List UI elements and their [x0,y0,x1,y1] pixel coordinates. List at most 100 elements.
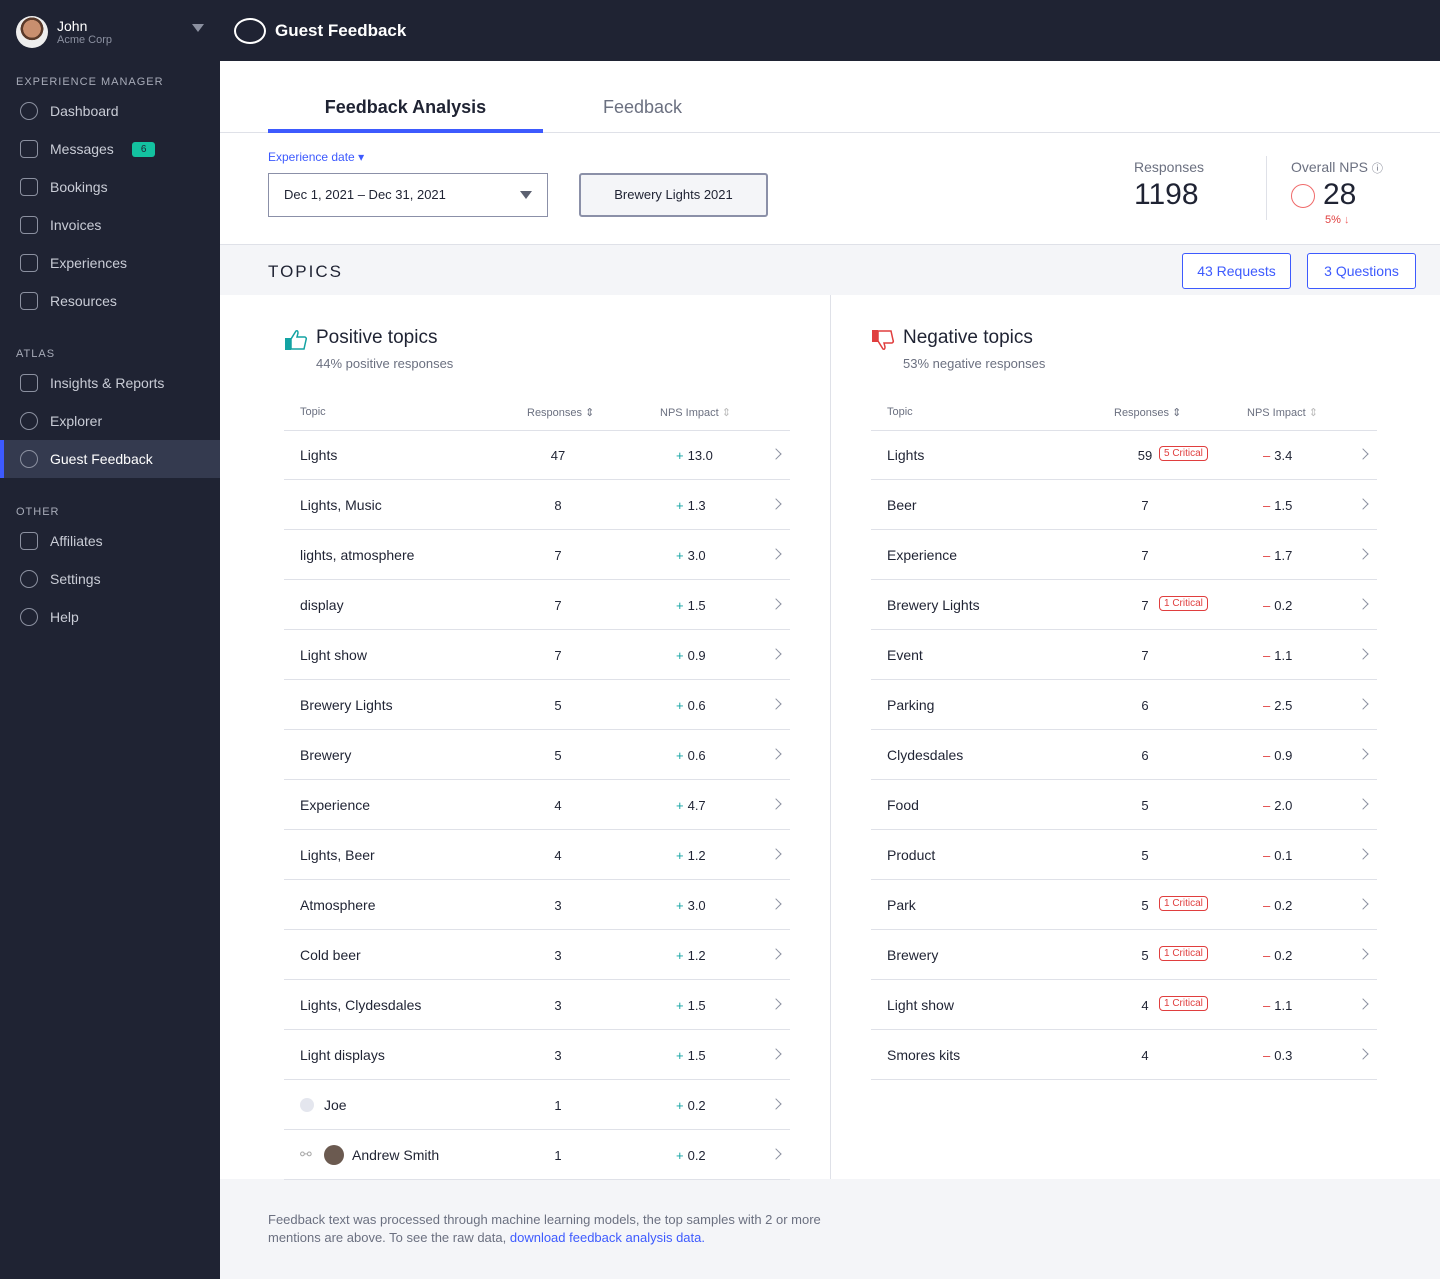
table-row[interactable]: Lights 59 5 Critical –3.4 [871,430,1377,480]
topic-name: Experience [887,547,958,563]
chevron-right-icon[interactable] [770,948,782,960]
chevron-right-icon[interactable] [770,448,782,460]
chevron-right-icon[interactable] [770,498,782,510]
tab-feedback-analysis[interactable]: Feedback Analysis [324,97,487,117]
chevron-right-icon[interactable] [770,848,782,860]
chevron-right-icon[interactable] [1357,798,1369,810]
chevron-right-icon[interactable] [770,998,782,1010]
table-row[interactable]: Joe 1 +0.2 [284,1080,790,1130]
chevron-right-icon[interactable] [770,748,782,760]
sidebar-item-guest-feedback[interactable]: Guest Feedback [0,440,220,478]
minus-icon: – [1263,648,1271,663]
chevron-right-icon[interactable] [770,548,782,560]
table-row[interactable]: Brewery Lights 5 +0.6 [284,680,790,730]
nps-impact: +3.0 [676,898,706,913]
column-nps-impact[interactable]: NPS Impact ⇕ [1247,407,1318,419]
topic-name: Atmosphere [300,897,376,913]
column-responses[interactable]: Responses ⇕ [1114,407,1182,419]
response-count: 5 [554,748,562,763]
questions-button[interactable]: 3 Questions [1307,253,1416,289]
table-row[interactable]: Brewery 5 1 Critical –0.2 [871,930,1377,980]
table-row[interactable]: Lights, Clydesdales 3 +1.5 [284,980,790,1030]
chevron-right-icon[interactable] [1357,448,1369,460]
table-row[interactable]: lights, atmosphere 7 +3.0 [284,530,790,580]
table-row[interactable]: display 7 +1.5 [284,580,790,630]
requests-button[interactable]: 43 Requests [1182,253,1291,289]
chevron-right-icon[interactable] [1357,898,1369,910]
minus-icon: – [1263,448,1271,463]
sidebar-item-experiences[interactable]: Experiences [0,244,220,282]
chevron-right-icon[interactable] [770,1148,782,1160]
chevron-down-icon[interactable] [192,24,204,32]
help-icon[interactable]: ⓘ [1371,163,1383,175]
chevron-right-icon[interactable] [1357,648,1369,660]
table-row[interactable]: Event 7 –1.1 [871,630,1377,680]
tab-feedback[interactable]: Feedback [602,97,683,117]
sidebar-item-insights-reports[interactable]: Insights & Reports [0,364,220,402]
table-row[interactable]: Atmosphere 3 +3.0 [284,880,790,930]
table-row[interactable]: Beer 7 –1.5 [871,480,1377,530]
table-row[interactable]: Lights, Music 8 +1.3 [284,480,790,530]
critical-badge: 1 Critical [1159,896,1208,911]
table-row[interactable]: Clydesdales 6 –0.9 [871,730,1377,780]
table-row[interactable]: Cold beer 3 +1.2 [284,930,790,980]
sidebar-item-messages[interactable]: Messages 6 [0,130,220,168]
experience-date-filter[interactable]: Experience date ▾ [268,150,364,164]
table-row[interactable]: Experience 7 –1.7 [871,530,1377,580]
sidebar-item-dashboard[interactable]: Dashboard [0,92,220,130]
sidebar-item-help[interactable]: Help [0,598,220,636]
table-row[interactable]: Brewery Lights 7 1 Critical –0.2 [871,580,1377,630]
chevron-right-icon[interactable] [770,898,782,910]
main: Feedback Analysis Feedback Experience da… [220,61,1440,1180]
column-responses[interactable]: Responses ⇕ [527,407,595,419]
topics-bar: TOPICS 43 Requests 3 Questions [220,244,1440,295]
chevron-right-icon[interactable] [1357,848,1369,860]
table-row[interactable]: Lights 47 +13.0 [284,430,790,480]
table-row[interactable]: Park 5 1 Critical –0.2 [871,880,1377,930]
table-row[interactable]: Experience 4 +4.7 [284,780,790,830]
table-row[interactable]: Light show 7 +0.9 [284,630,790,680]
table-row[interactable]: Product 5 –0.1 [871,830,1377,880]
sidebar-item-settings[interactable]: Settings [0,560,220,598]
chevron-right-icon[interactable] [770,698,782,710]
chevron-right-icon[interactable] [770,1048,782,1060]
divider [1266,156,1267,220]
chevron-right-icon[interactable] [1357,598,1369,610]
sidebar-item-affiliates[interactable]: Affiliates [0,522,220,560]
table-row[interactable]: Light displays 3 +1.5 [284,1030,790,1080]
chevron-right-icon[interactable] [1357,998,1369,1010]
date-range-select[interactable]: Dec 1, 2021 – Dec 31, 2021 [268,173,548,217]
response-count: 5 [1141,848,1149,863]
download-link[interactable]: download feedback analysis data. [509,1230,705,1245]
sidebar-item-invoices[interactable]: Invoices [0,206,220,244]
user-menu[interactable]: John Acme Corp [16,16,112,48]
table-row[interactable]: Brewery 5 +0.6 [284,730,790,780]
sidebar-item-resources[interactable]: Resources [0,282,220,320]
nps-impact: –0.2 [1263,898,1293,913]
chevron-right-icon[interactable] [770,648,782,660]
table-row[interactable]: ⚯ Andrew Smith 1 +0.2 [284,1130,790,1180]
event-filter-button[interactable]: Brewery Lights 2021 [579,173,768,217]
table-row[interactable]: Lights, Beer 4 +1.2 [284,830,790,880]
nps-impact: –0.9 [1263,748,1293,763]
sidebar-item-explorer[interactable]: Explorer [0,402,220,440]
chevron-right-icon[interactable] [770,798,782,810]
topic-name: Cold beer [300,947,361,963]
table-row[interactable]: Parking 6 –2.5 [871,680,1377,730]
table-row[interactable]: Smores kits 4 –0.3 [871,1030,1377,1080]
chevron-right-icon[interactable] [1357,498,1369,510]
chevron-right-icon[interactable] [770,598,782,610]
chevron-right-icon[interactable] [1357,1048,1369,1060]
chevron-right-icon[interactable] [1357,948,1369,960]
sidebar-item-label: Guest Feedback [50,451,153,467]
sidebar-item-bookings[interactable]: Bookings [0,168,220,206]
column-nps-impact[interactable]: NPS Impact ⇕ [660,407,731,419]
chevron-right-icon[interactable] [1357,698,1369,710]
nps-impact: –2.5 [1263,698,1293,713]
table-row[interactable]: Light show 4 1 Critical –1.1 [871,980,1377,1030]
table-row[interactable]: Food 5 –2.0 [871,780,1377,830]
chevron-right-icon[interactable] [1357,548,1369,560]
nps-impact: +1.5 [676,1048,706,1063]
chevron-right-icon[interactable] [770,1098,782,1110]
chevron-right-icon[interactable] [1357,748,1369,760]
